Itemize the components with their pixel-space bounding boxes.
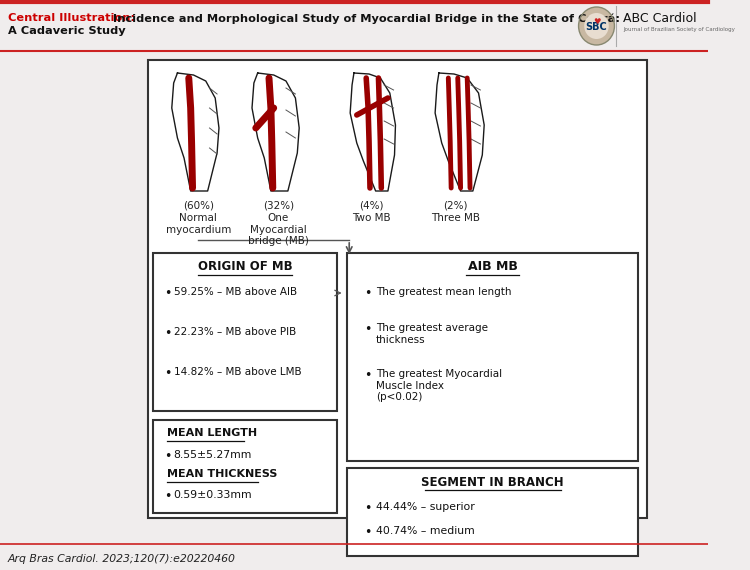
Text: ORIGIN OF MB: ORIGIN OF MB xyxy=(197,260,292,274)
Text: •: • xyxy=(164,450,172,463)
Text: MEAN THICKNESS: MEAN THICKNESS xyxy=(167,469,278,479)
Circle shape xyxy=(578,7,614,45)
FancyBboxPatch shape xyxy=(347,253,638,461)
Text: AIB MB: AIB MB xyxy=(468,260,518,274)
FancyBboxPatch shape xyxy=(153,253,337,411)
Text: 14.82% – MB above LMB: 14.82% – MB above LMB xyxy=(174,367,302,377)
Text: ABC Cardiol: ABC Cardiol xyxy=(623,11,697,25)
Text: Arq Bras Cardiol. 2023;120(7):e20220460: Arq Bras Cardiol. 2023;120(7):e20220460 xyxy=(8,554,236,564)
FancyBboxPatch shape xyxy=(153,420,337,513)
Text: Journal of Brazilian Society of Cardiology: Journal of Brazilian Society of Cardiolo… xyxy=(623,27,735,32)
Text: 0.59±0.33mm: 0.59±0.33mm xyxy=(174,490,252,500)
Text: 59.25% – MB above AIB: 59.25% – MB above AIB xyxy=(174,287,297,297)
Text: •: • xyxy=(164,287,172,300)
Text: •: • xyxy=(164,327,172,340)
Text: The greatest mean length: The greatest mean length xyxy=(376,287,512,297)
Text: Two MB: Two MB xyxy=(352,213,390,223)
Circle shape xyxy=(584,13,609,39)
Text: Three MB: Three MB xyxy=(431,213,480,223)
FancyBboxPatch shape xyxy=(148,60,646,518)
Text: •: • xyxy=(364,369,372,382)
Text: The greatest Myocardial
Muscle Index
(p<0.02): The greatest Myocardial Muscle Index (p<… xyxy=(376,369,502,402)
Text: •: • xyxy=(364,287,372,300)
Text: •: • xyxy=(164,367,172,380)
Text: Incidence and Morphological Study of Myocardial Bridge in the State of Ceará:: Incidence and Morphological Study of Myo… xyxy=(105,13,620,23)
Text: 44.44% – superior: 44.44% – superior xyxy=(376,502,475,512)
Text: •: • xyxy=(364,502,372,515)
Text: (32%): (32%) xyxy=(262,200,294,210)
Text: SEGMENT IN BRANCH: SEGMENT IN BRANCH xyxy=(422,475,564,488)
FancyBboxPatch shape xyxy=(347,468,638,556)
Text: One
Myocardial
bridge (MB): One Myocardial bridge (MB) xyxy=(248,213,309,246)
Text: (2%): (2%) xyxy=(443,200,468,210)
Text: MEAN LENGTH: MEAN LENGTH xyxy=(167,428,257,438)
Text: •: • xyxy=(364,323,372,336)
Text: 40.74% – medium: 40.74% – medium xyxy=(376,526,475,536)
Text: 8.55±5.27mm: 8.55±5.27mm xyxy=(174,450,252,460)
Text: SBC: SBC xyxy=(586,22,608,32)
Text: •: • xyxy=(364,526,372,539)
Text: A Cadaveric Study: A Cadaveric Study xyxy=(8,26,125,36)
Text: The greatest average
thickness: The greatest average thickness xyxy=(376,323,488,345)
Text: (4%): (4%) xyxy=(358,200,383,210)
Text: 22.23% – MB above PIB: 22.23% – MB above PIB xyxy=(174,327,296,337)
Text: Normal
myocardium: Normal myocardium xyxy=(166,213,231,235)
Text: Central Illustration:: Central Illustration: xyxy=(8,13,135,23)
Text: ♥: ♥ xyxy=(592,17,600,26)
Text: •: • xyxy=(164,490,172,503)
Text: (60%): (60%) xyxy=(183,200,214,210)
